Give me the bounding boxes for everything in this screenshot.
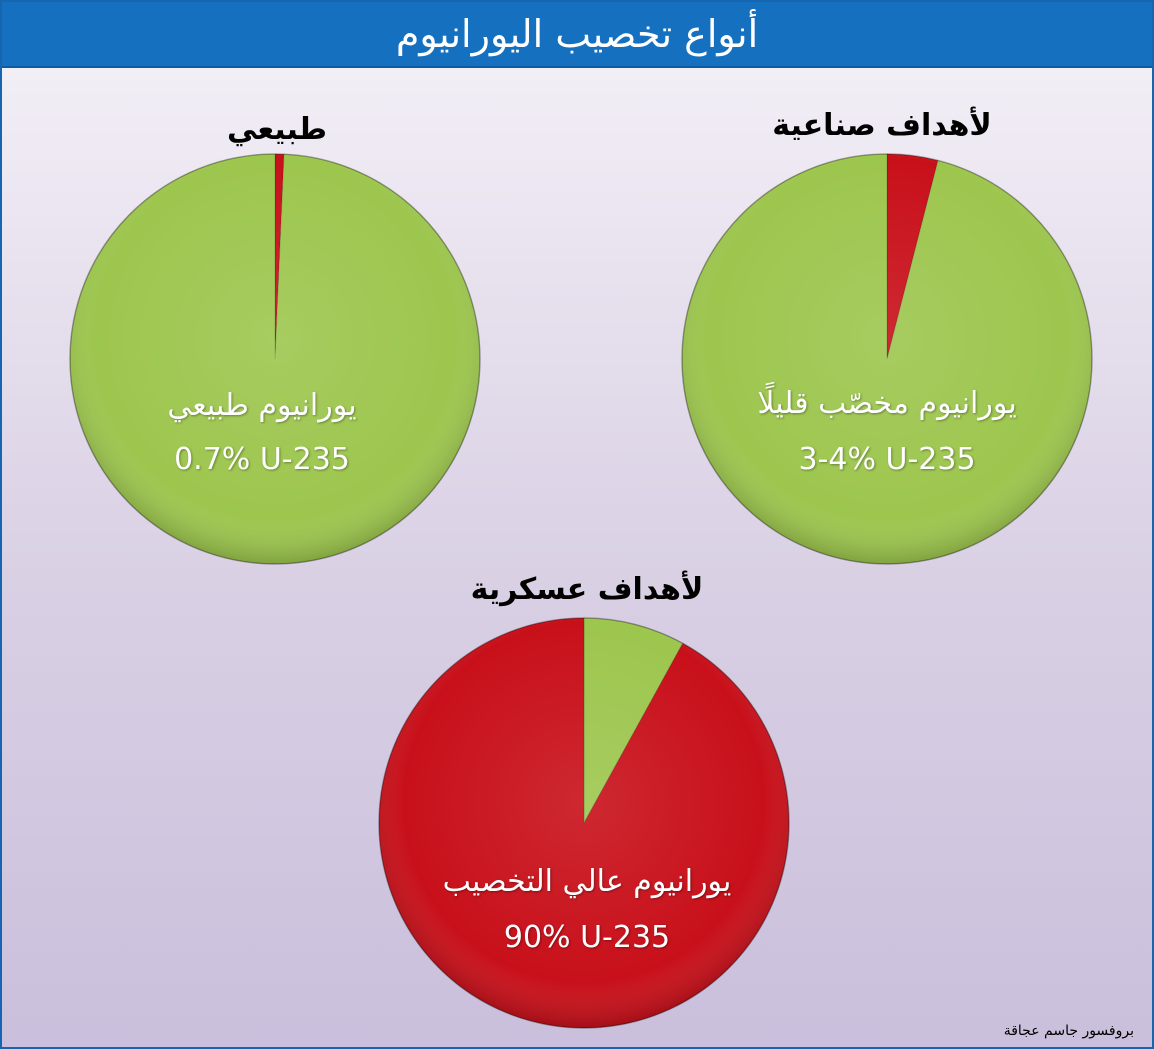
pie-chart-military bbox=[378, 617, 790, 1029]
pie-value-industrial: 3-4% U-235 bbox=[798, 442, 976, 477]
pie-value-military: 90% U-235 bbox=[503, 920, 671, 955]
pie-chart-natural bbox=[69, 153, 481, 565]
author-credit: بروفسور جاسم عجاقة bbox=[1003, 1023, 1134, 1039]
pie-label-natural: يورانيوم طبيعي bbox=[167, 388, 357, 423]
pie-title-military: لأهداف عسكرية bbox=[470, 572, 704, 607]
pie-title-industrial: لأهداف صناعية bbox=[772, 108, 992, 143]
page-title: أنواع تخصيب اليورانيوم bbox=[395, 12, 759, 56]
pie-shading-military bbox=[378, 617, 790, 1029]
pie-value-natural: 0.7% U-235 bbox=[174, 442, 350, 477]
page-title-bar: أنواع تخصيب اليورانيوم bbox=[2, 2, 1152, 68]
pie-title-natural: طبيعي bbox=[226, 112, 328, 147]
pie-label-military: يورانيوم عالي التخصيب bbox=[442, 864, 732, 899]
pie-shading-natural bbox=[69, 153, 481, 565]
pie-label-industrial: يورانيوم مخصّب قليلًا bbox=[757, 386, 1017, 421]
pie-shading-industrial bbox=[681, 153, 1093, 565]
pie-chart-industrial bbox=[681, 153, 1093, 565]
